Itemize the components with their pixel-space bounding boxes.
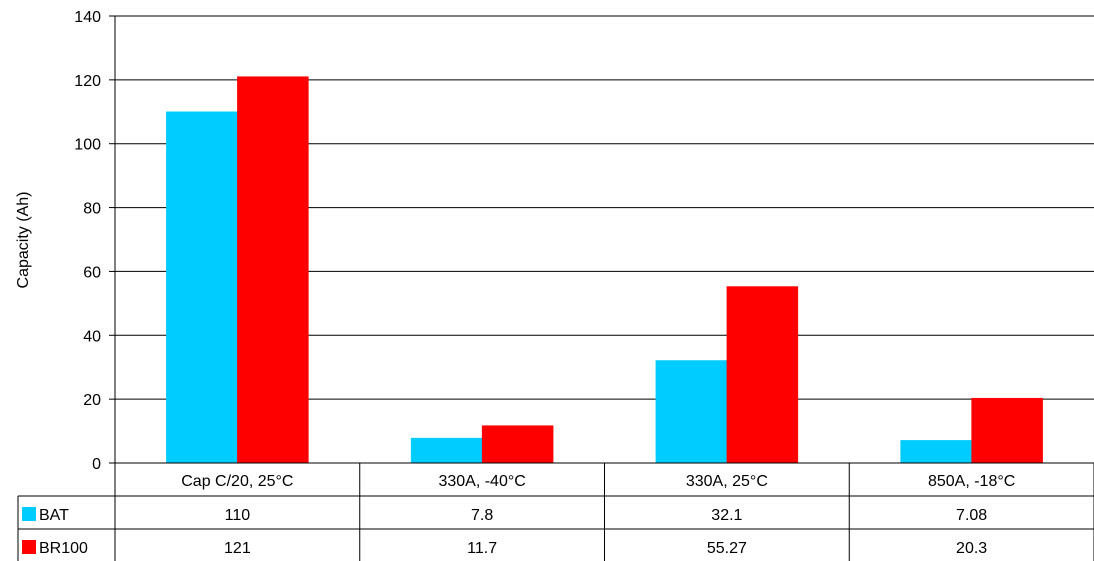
y-tick-label: 20	[83, 392, 101, 409]
data-label-br100: 121	[224, 540, 251, 557]
bar-br100-3	[971, 397, 1043, 464]
y-tick-label: 80	[83, 201, 101, 218]
x-category-label: 330A, 25°C	[686, 473, 768, 490]
bar-br100-0	[237, 76, 309, 464]
x-category-label: 850A, -18°C	[928, 473, 1015, 490]
y-tick-label: 40	[83, 328, 101, 345]
y-tick-label: 0	[92, 456, 101, 473]
bar-bat-0	[166, 111, 238, 464]
y-tick-label: 60	[83, 264, 101, 281]
bars	[166, 76, 1043, 464]
bar-bat-3	[900, 440, 972, 464]
y-tick-label: 100	[74, 137, 101, 154]
bar-br100-2	[726, 286, 799, 464]
y-axis-title: Capacity (Ah)	[15, 192, 32, 289]
y-tick-label: 120	[74, 73, 101, 90]
bar-bat-1	[410, 437, 483, 464]
data-label-br100: 20.3	[956, 540, 987, 557]
legend-label-br100: BR100	[39, 540, 88, 557]
bar-bat-2	[655, 360, 728, 464]
legend-key-bat	[22, 507, 36, 521]
legend-key-br100	[22, 540, 36, 554]
data-label-br100: 11.7	[467, 540, 497, 557]
data-label-br100: 55.27	[707, 540, 747, 557]
x-category-label: 330A, -40°C	[438, 473, 525, 490]
data-label-bat: 7.8	[471, 507, 493, 524]
data-label-bat: 32.1	[711, 507, 742, 524]
x-category-label: Cap C/20, 25°C	[181, 473, 293, 490]
legend-label-bat: BAT	[39, 507, 69, 524]
bar-br100-1	[481, 425, 554, 464]
data-table: Cap C/20, 25°C 330A, -40°C 330A, 25°C 850A,…	[17, 462, 1094, 561]
y-tick-label: 140	[74, 9, 101, 26]
data-label-bat: 110	[225, 507, 251, 524]
y-tick-labels: 0 20 40 60 80 100 120 140	[74, 9, 101, 473]
data-label-bat: 7.08	[956, 507, 987, 524]
